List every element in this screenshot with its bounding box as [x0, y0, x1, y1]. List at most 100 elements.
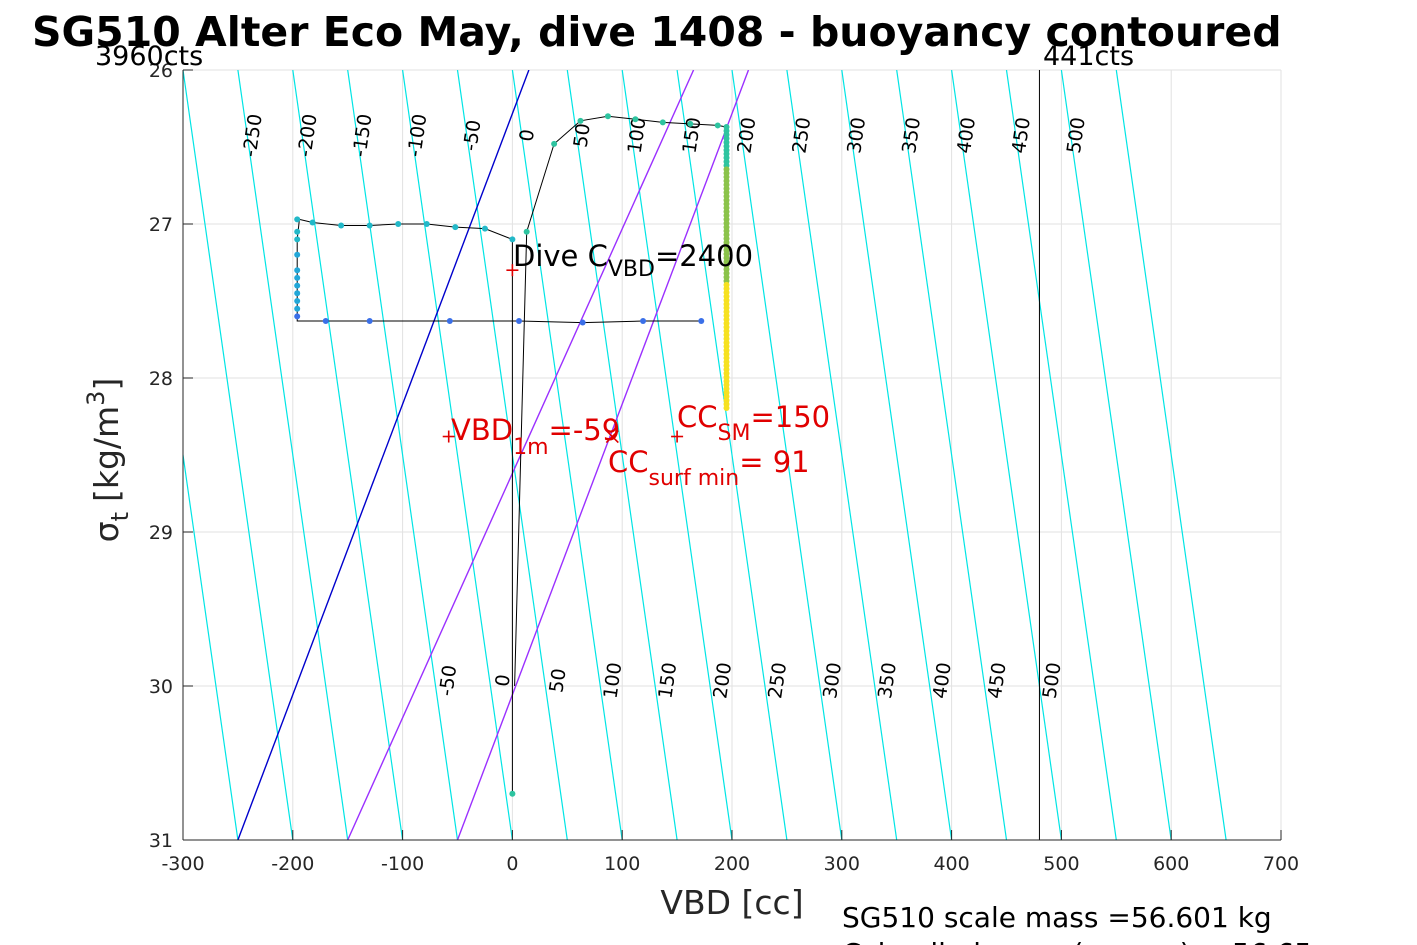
cc-sm-pre: CC	[677, 400, 718, 434]
track-point	[338, 222, 345, 229]
track-point	[294, 282, 301, 289]
footer-scale-mass: SG510 scale mass =56.601 kg	[842, 901, 1272, 934]
y-axis-label: σt [kg/m3]	[82, 378, 134, 543]
contour-line	[183, 450, 239, 840]
track-point	[322, 318, 329, 325]
x-axis-label: VBD [cc]	[660, 883, 803, 922]
contour-line	[786, 70, 898, 840]
track-point	[294, 298, 301, 304]
contour-label-bottom: 350	[874, 661, 901, 700]
contour-label-top: 50	[570, 122, 595, 149]
track-point	[579, 319, 586, 326]
x-tick-label: 600	[1153, 853, 1189, 875]
vbd-1m-post: =-59	[549, 413, 621, 447]
contour-line	[951, 70, 1062, 840]
contour-line	[566, 70, 678, 840]
track-point	[294, 290, 301, 297]
contour-label-top: -250	[239, 112, 267, 158]
y-label-close: ]	[87, 378, 126, 391]
contour-label-top: 0	[516, 128, 539, 143]
dive-track	[296, 218, 702, 794]
y-label-sub: t	[106, 512, 134, 521]
contour-line	[621, 70, 733, 840]
contour-line	[896, 70, 1008, 840]
contour-line	[237, 70, 349, 840]
x-tick-label: -100	[381, 853, 424, 875]
track-point	[698, 318, 705, 325]
ascent-track	[514, 115, 727, 687]
y-label-unit: [kg/m	[87, 406, 126, 502]
track-point	[309, 219, 316, 226]
cc-sm-annotation: CCSM=150	[677, 400, 830, 446]
ascent-point	[714, 122, 721, 129]
contour-line	[731, 70, 843, 840]
track-point	[294, 216, 301, 223]
contour-label-bottom: 500	[1039, 661, 1066, 700]
y-label-sup: 3	[82, 391, 110, 406]
special-line-zero	[237, 70, 530, 840]
y-tick-label: 27	[149, 214, 173, 236]
vbd-1m-pre: VBD	[451, 413, 513, 447]
contour-line	[402, 70, 513, 840]
ascent-point	[687, 120, 694, 127]
contour-label-bottom: 250	[764, 661, 791, 700]
contour-label-top: -200	[294, 112, 322, 158]
track-point	[509, 236, 516, 243]
contour-label-top: 250	[788, 116, 815, 155]
ascent-point	[604, 113, 611, 120]
contour-label-top: 100	[624, 116, 651, 155]
y-tick-label: 30	[149, 676, 173, 698]
contour-line	[676, 70, 788, 840]
counts-right-label: 441cts	[1043, 41, 1134, 72]
track-point	[294, 251, 301, 258]
cc-sm-marker	[671, 430, 684, 443]
track-point	[509, 790, 516, 797]
data-points	[294, 113, 730, 797]
x-tick-label: 500	[1043, 853, 1079, 875]
contour-line	[1115, 70, 1227, 840]
track-point	[395, 221, 402, 227]
footer-implied-mass: Cimplied mass (approx) = 56.65	[842, 937, 1312, 945]
y-tick-label: 26	[149, 60, 173, 82]
x-tick-label: 400	[933, 853, 969, 875]
contour-label-bottom: 450	[984, 661, 1011, 700]
x-tick-label: 0	[506, 853, 518, 875]
track-point	[294, 274, 301, 281]
markers	[442, 264, 684, 444]
y-tick-label: 28	[149, 368, 173, 390]
contour-label-top: -50	[459, 118, 485, 152]
contour-line	[183, 70, 294, 840]
track-point	[481, 225, 488, 232]
x-tick-label: 700	[1263, 853, 1299, 875]
contour-label-top: 300	[843, 116, 870, 155]
dive-cvbd-pre: Dive C	[513, 239, 608, 273]
cc-surf-pre: CC	[608, 445, 649, 479]
cc-surf-sub: surf min	[649, 466, 740, 491]
ascent-point	[659, 119, 666, 126]
special-line-surf	[456, 70, 750, 840]
track-point	[294, 228, 301, 235]
y-tick-label: 29	[149, 522, 173, 544]
chart-title: SG510 Alter Eco May, dive 1408 - buoyanc…	[32, 8, 1282, 56]
contour-line	[347, 70, 459, 840]
dive-cvbd-marker	[506, 264, 519, 277]
track-point	[452, 224, 459, 231]
contour-line	[1060, 70, 1172, 840]
contour-label-bottom: 400	[929, 661, 956, 700]
contour-label-bottom: 0	[491, 673, 514, 688]
contour-label-top: -100	[404, 112, 432, 158]
track-point	[294, 313, 301, 320]
contour-label-bottom: 200	[709, 661, 736, 700]
contour-label-bottom: -50	[435, 664, 461, 698]
track-point	[294, 267, 301, 274]
contour-labels: -250 -200 -150 -100 -50 0 50 100 150 200 250 300 350…	[239, 112, 1090, 700]
x-tick-label: 100	[604, 853, 640, 875]
cc-sm-post: =150	[750, 400, 830, 434]
y-label-symbol: σ	[87, 521, 126, 542]
contour-line	[292, 70, 404, 840]
dive-cvbd-post: =2400	[655, 239, 753, 273]
contour-label-bottom: 150	[654, 661, 681, 700]
x-tick-label: -200	[271, 853, 314, 875]
ascent-point	[523, 228, 530, 235]
